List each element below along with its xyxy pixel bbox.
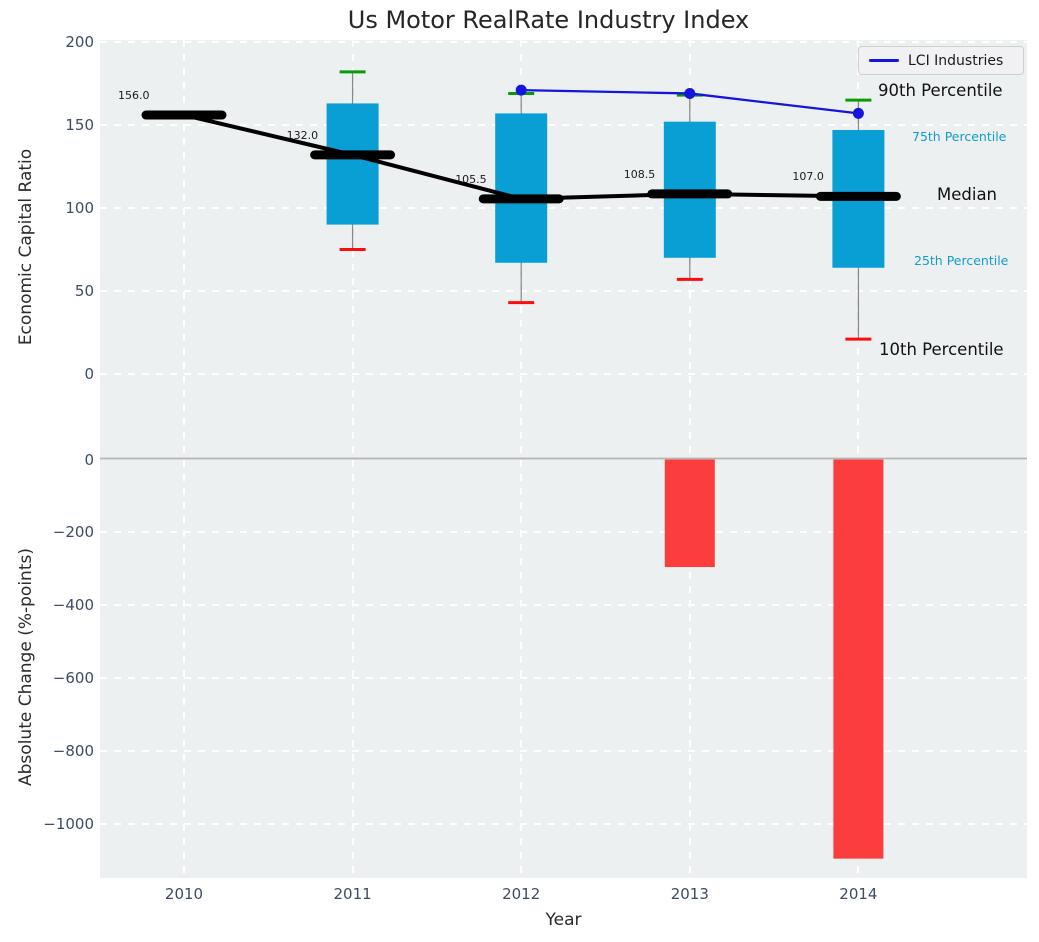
- gridline-x-2011: [352, 40, 354, 878]
- tick-label-y-bottom-−600: −600: [0, 669, 94, 687]
- tick-label-y-top-0: 0: [0, 365, 94, 383]
- tick-label-y-top-200: 200: [0, 33, 94, 51]
- figure: 2010 2011 2012 2013 2014 200 150 100 50 0 0 −200 −40…: [0, 0, 1039, 942]
- annotation-10th-percentile: 10th Percentile: [879, 340, 1004, 359]
- tick-label-y-top-100: 100: [0, 199, 94, 217]
- gridline-x-2014: [857, 40, 859, 878]
- annotation-25th-percentile: 25th Percentile: [914, 253, 1008, 268]
- legend: LCI Industries: [858, 46, 1024, 75]
- median-value-label-2011: 132.0: [287, 129, 319, 142]
- tick-label-y-bottom-−200: −200: [0, 523, 94, 541]
- tick-label-x-2010: 2010: [139, 885, 229, 903]
- gridline-y-bottom-−800: [100, 750, 1027, 752]
- gridline-x-2010: [183, 40, 185, 878]
- gridline-y-top-200: [100, 41, 1027, 43]
- gridline-y-top-150: [100, 124, 1027, 126]
- tick-label-y-bottom-−400: −400: [0, 596, 94, 614]
- gridline-x-2012: [520, 40, 522, 878]
- median-value-label-2013: 108.5: [624, 168, 656, 181]
- tick-label-x-2014: 2014: [813, 885, 903, 903]
- median-value-label-2010: 156.0: [118, 89, 150, 102]
- legend-item-label: LCI Industries: [908, 53, 1003, 69]
- gridline-y-bottom-−1000: [100, 823, 1027, 825]
- tick-label-x-2011: 2011: [308, 885, 398, 903]
- gridline-y-top-0: [100, 373, 1027, 375]
- tick-label-x-2012: 2012: [476, 885, 566, 903]
- tick-label-x-2013: 2013: [645, 885, 735, 903]
- gridline-x-2013: [689, 40, 691, 878]
- median-value-label-2012: 105.5: [455, 173, 487, 186]
- legend-line-icon: [869, 59, 899, 62]
- gridline-y-top-100: [100, 207, 1027, 209]
- tick-label-y-bottom-−1000: −1000: [0, 815, 94, 833]
- tick-label-y-top-50: 50: [0, 282, 94, 300]
- gridline-y-bottom-−400: [100, 604, 1027, 606]
- gridline-y-bottom-−600: [100, 677, 1027, 679]
- gridline-y-top-50: [100, 290, 1027, 292]
- tick-label-y-bottom-0: 0: [0, 451, 94, 469]
- y-axis-label-bottom: Absolute Change (%-points): [16, 548, 36, 786]
- annotation-median: Median: [937, 185, 997, 204]
- y-axis-label-top: Economic Capital Ratio: [16, 149, 36, 345]
- annotation-90th-percentile: 90th Percentile: [878, 81, 1003, 100]
- chart-title: Us Motor RealRate Industry Index: [70, 6, 1027, 34]
- gridline-y-bottom-−200: [100, 531, 1027, 533]
- annotation-75th-percentile: 75th Percentile: [912, 129, 1006, 144]
- tick-label-y-top-150: 150: [0, 116, 94, 134]
- median-value-label-2014: 107.0: [792, 170, 824, 183]
- chart-layer: 2010 2011 2012 2013 2014 200 150 100 50 0 0 −200 −40…: [0, 0, 1039, 942]
- x-axis-label: Year: [100, 910, 1027, 930]
- tick-label-y-bottom-−800: −800: [0, 742, 94, 760]
